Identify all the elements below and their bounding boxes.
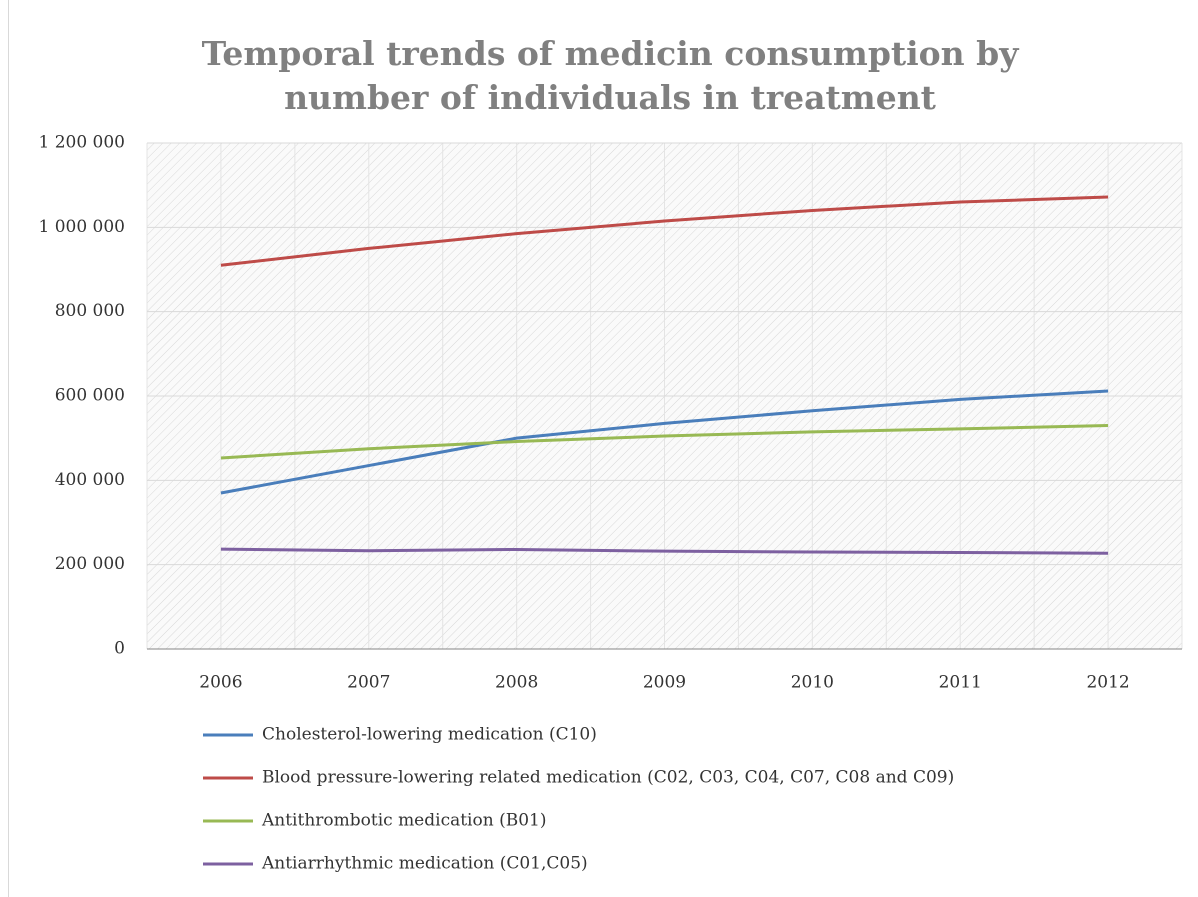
x-tick-label: 2009	[643, 673, 686, 693]
chart-frame	[8, 0, 1198, 897]
x-tick-label: 2007	[347, 673, 390, 693]
y-tick-label: 0	[114, 639, 125, 659]
y-tick-label: 400 000	[55, 470, 125, 490]
series-line	[220, 424, 1109, 460]
x-tick-label: 2006	[199, 673, 242, 693]
chart-title: Temporal trends of medicin consumption b…	[201, 34, 1019, 117]
x-tick-label: 2012	[1086, 673, 1129, 693]
legend-label: Antiarrhythmic medication (C01,C05)	[261, 854, 588, 874]
x-tick-label: 2011	[939, 673, 982, 693]
series-line	[220, 389, 1109, 495]
x-tick-label: 2008	[495, 673, 538, 693]
y-tick-label: 1 000 000	[38, 217, 125, 237]
y-tick-label: 800 000	[55, 301, 125, 321]
series-line	[220, 195, 1109, 267]
y-tick-label: 1 200 000	[38, 133, 125, 153]
legend-label: Blood pressure-lowering related medicati…	[262, 768, 954, 788]
x-tick-label: 2010	[791, 673, 834, 693]
legend-label: Antithrombotic medication (B01)	[261, 811, 546, 831]
y-tick-label: 600 000	[55, 386, 125, 406]
series-line	[220, 547, 1109, 555]
y-tick-label: 200 000	[55, 554, 125, 574]
legend-label: Cholesterol-lowering medication (C10)	[262, 725, 597, 745]
